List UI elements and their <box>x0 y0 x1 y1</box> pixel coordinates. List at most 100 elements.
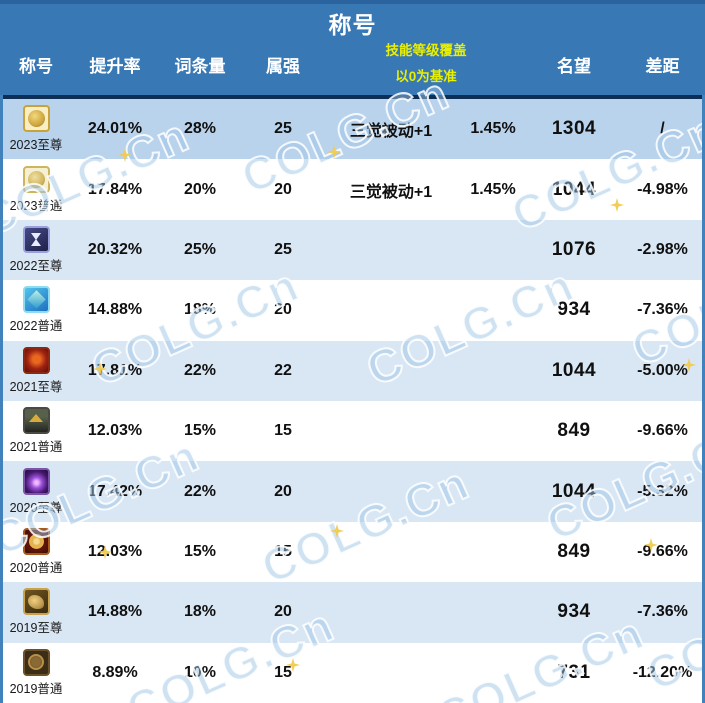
table-row-2020-supreme: 2020至尊 17.42% 22% 20 1044 -5.32% <box>0 461 705 522</box>
entries-value: 15% <box>183 543 217 561</box>
column-header-row: 称号 提升率 词条量 属强 技能等级覆盖 以0为基准 名望 差距 <box>0 32 705 96</box>
column-header-rate: 提升率 <box>89 56 141 76</box>
rate-value: 24.01% <box>87 120 143 138</box>
title-label: 2019至尊 <box>9 621 63 636</box>
entries-value: 10% <box>183 663 217 681</box>
title-label: 2020普通 <box>9 561 63 576</box>
header-separator <box>0 95 705 99</box>
gap-value: -12.20% <box>632 663 693 681</box>
entries-value: 18% <box>183 603 217 621</box>
rate-value: 14.88% <box>87 301 143 319</box>
rate-value: 17.81% <box>87 361 143 379</box>
table-row-2019-normal: 2019普通 8.89% 10% 15 731 -12.20% <box>0 642 705 703</box>
table-row-2023-normal: 2023普通 17.84% 20% 20 三觉被动+1 1.45% 1044 -… <box>0 159 705 220</box>
fame-value: 1044 <box>551 359 597 381</box>
table-row-2023-supreme: 2023至尊 24.01% 28% 25 三觉被动+1 1.45% 1304 / <box>0 99 705 160</box>
left-border <box>0 95 3 703</box>
gap-value: -2.98% <box>637 241 688 259</box>
2022-supreme-hourglass-icon <box>22 226 50 254</box>
column-header-gap: 差距 <box>645 56 680 76</box>
gap-value: -7.36% <box>637 301 688 319</box>
fame-value: 1044 <box>551 178 597 200</box>
title-label: 2020至尊 <box>9 500 63 515</box>
rate-value: 17.84% <box>87 180 143 198</box>
title-label: 2022至尊 <box>9 259 63 274</box>
elem-value: 15 <box>274 543 292 561</box>
skill-pct-value: 1.45% <box>470 120 516 138</box>
title-label: 2023至尊 <box>9 138 63 153</box>
2022-normal-blue-crystal-icon <box>22 286 50 314</box>
column-header-fame: 名望 <box>557 56 591 76</box>
table-row-2021-normal: 2021普通 12.03% 15% 15 849 -9.66% <box>0 401 705 462</box>
fame-value: 1044 <box>551 480 597 502</box>
gap-value: -7.36% <box>637 603 688 621</box>
elem-value: 20 <box>274 603 292 621</box>
elem-value: 22 <box>274 361 292 379</box>
rate-value: 14.88% <box>87 603 143 621</box>
entries-value: 20% <box>183 180 217 198</box>
title-label: 2019普通 <box>9 681 63 696</box>
table-body: 2023至尊 24.01% 28% 25 三觉被动+1 1.45% 1304 /… <box>0 99 705 703</box>
2021-normal-dark-gold-wing-icon <box>22 407 50 435</box>
skill-pct-value: 1.45% <box>470 180 516 198</box>
elem-value: 25 <box>274 120 292 138</box>
elem-value: 15 <box>274 663 292 681</box>
rate-value: 17.42% <box>87 482 143 500</box>
title-label: 2021普通 <box>9 440 63 455</box>
gap-value: -5.32% <box>637 482 688 500</box>
fame-value: 849 <box>557 541 591 563</box>
table-row-2022-supreme: 2022至尊 20.32% 25% 25 1076 -2.98% <box>0 219 705 281</box>
rate-value: 20.32% <box>87 241 143 259</box>
skill-header-line2: 以0为基准 <box>395 69 457 84</box>
gap-value: -5.00% <box>637 361 688 379</box>
table-row-2021-supreme: 2021至尊 17.81% 22% 22 1044 -5.00% <box>0 340 705 402</box>
2020-normal-gold-ring-emblem-icon <box>22 528 50 556</box>
gap-value: -9.66% <box>637 422 688 440</box>
2023-supreme-gold-coin-icon <box>22 105 50 133</box>
elem-value: 25 <box>274 241 292 259</box>
entries-value: 22% <box>183 361 217 379</box>
entries-value: 28% <box>183 120 217 138</box>
table-header: 称号 称号 提升率 词条量 属强 技能等级覆盖 以0为基准 名望 差距 <box>0 0 705 95</box>
fame-value: 934 <box>557 601 591 623</box>
2023-normal-pale-coin-icon <box>22 165 50 193</box>
entries-value: 18% <box>183 301 217 319</box>
fame-value: 1304 <box>551 118 597 140</box>
table-row-2020-normal: 2020普通 12.03% 15% 15 849 -9.66% <box>0 521 705 583</box>
gap-value: -9.66% <box>637 543 688 561</box>
skill-header-line1: 技能等级覆盖 <box>385 43 467 58</box>
title-label: 2021至尊 <box>9 379 63 394</box>
page-title: 称号 <box>328 12 377 38</box>
gap-value: / <box>660 120 665 138</box>
fame-value: 934 <box>557 299 591 321</box>
column-header-entries: 词条量 <box>174 56 226 76</box>
2019-supreme-gold-wing-icon <box>22 588 50 616</box>
entries-value: 25% <box>183 241 217 259</box>
entries-value: 15% <box>183 422 217 440</box>
table-row-2022-normal: 2022普通 14.88% 18% 20 934 -7.36% <box>0 280 705 341</box>
right-border <box>702 95 705 703</box>
2021-supreme-red-flame-icon <box>22 346 50 374</box>
elem-value: 15 <box>274 422 292 440</box>
skill-value: 三觉被动+1 <box>349 123 433 141</box>
title-label: 2023普通 <box>9 198 63 213</box>
table-row-2019-supreme: 2019至尊 14.88% 18% 20 934 -7.36% <box>0 582 705 643</box>
entries-value: 22% <box>183 482 217 500</box>
2020-supreme-purple-galaxy-icon <box>22 467 50 495</box>
elem-value: 20 <box>274 482 292 500</box>
column-header-skill: 技能等级覆盖 以0为基准 <box>324 38 528 90</box>
gap-value: -4.98% <box>637 180 688 198</box>
skill-value: 三觉被动+1 <box>349 183 433 201</box>
title-label: 2022普通 <box>9 319 63 334</box>
fame-value: 731 <box>557 661 591 683</box>
rate-value: 12.03% <box>87 543 143 561</box>
rate-value: 8.89% <box>92 663 138 681</box>
rate-value: 12.03% <box>87 422 143 440</box>
elem-value: 20 <box>274 180 292 198</box>
elem-value: 20 <box>274 301 292 319</box>
fame-value: 849 <box>557 420 591 442</box>
fame-value: 1076 <box>551 239 597 261</box>
2019-normal-bronze-medallion-icon <box>22 648 50 676</box>
column-header-elem: 属强 <box>266 56 300 76</box>
